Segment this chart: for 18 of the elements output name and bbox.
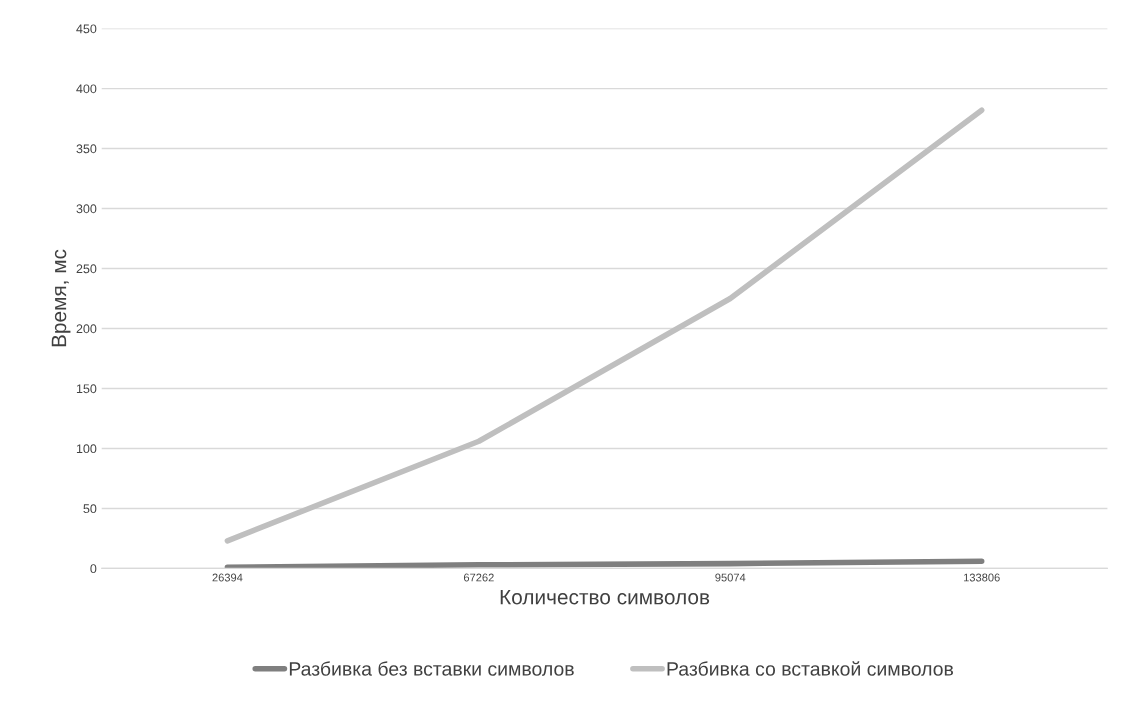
y-tick-label: 50 (83, 504, 97, 514)
y-tick-label: 300 (76, 204, 97, 214)
legend-label: Разбивка без вставки символов (289, 661, 574, 676)
y-tick-label: 0 (90, 564, 97, 574)
y-tick-label: 450 (76, 24, 97, 34)
legend-label: Разбивка со вставкой символов (667, 661, 954, 676)
y-tick-label: 400 (76, 84, 97, 94)
x-tick-label: 67262 (463, 573, 494, 582)
x-tick-label: 95074 (715, 573, 746, 582)
x-axis-title: Количество символов (500, 589, 710, 605)
y-tick-label: 200 (76, 324, 97, 334)
x-tick-label: 26394 (212, 573, 243, 582)
y-tick-label: 150 (76, 384, 97, 394)
y-tick-label: 250 (76, 264, 97, 274)
y-tick-label: 350 (76, 144, 97, 154)
y-tick-label: 100 (76, 444, 97, 454)
x-tick-label: 133806 (964, 573, 1000, 582)
y-axis-title: Время, мс (51, 249, 71, 347)
